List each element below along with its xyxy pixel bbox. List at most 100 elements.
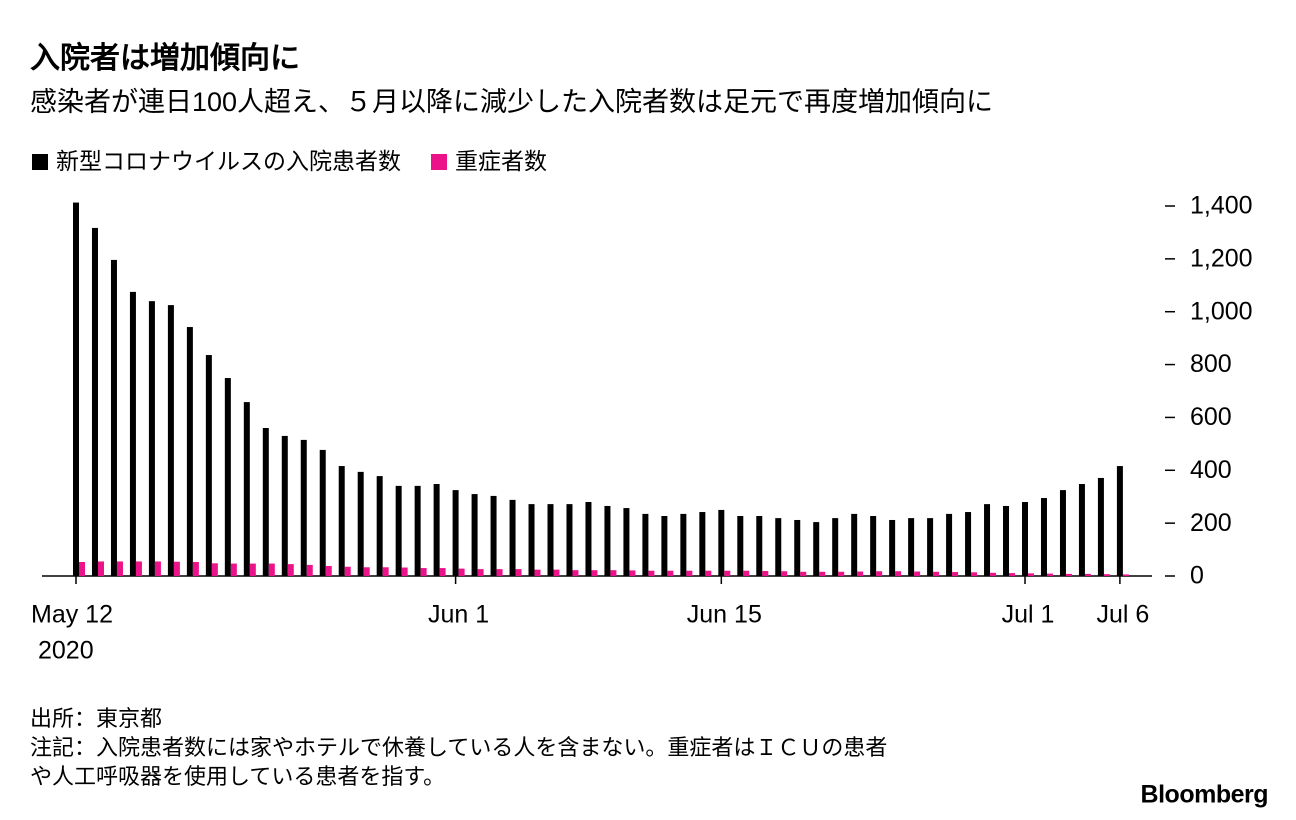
legend-label: 新型コロナウイルスの入院患者数 bbox=[56, 148, 401, 174]
legend-swatch bbox=[32, 154, 48, 170]
bar bbox=[762, 570, 769, 576]
y-tick-label: 0 bbox=[1190, 562, 1204, 590]
bar bbox=[414, 485, 421, 576]
bar bbox=[775, 518, 782, 576]
bar bbox=[211, 563, 218, 576]
bar bbox=[876, 571, 883, 576]
bar bbox=[1078, 484, 1085, 576]
bar bbox=[230, 563, 237, 576]
source-note: 出所：東京都 bbox=[30, 706, 162, 731]
bar bbox=[338, 466, 345, 576]
bar bbox=[870, 516, 877, 576]
bar bbox=[819, 571, 826, 576]
bar bbox=[629, 570, 636, 576]
bar bbox=[243, 402, 250, 576]
bar bbox=[1046, 573, 1053, 576]
bar bbox=[1028, 573, 1034, 576]
bar bbox=[395, 485, 402, 576]
bar bbox=[224, 378, 231, 576]
bar bbox=[946, 513, 953, 576]
chart-subtitle: 感染者が連日100人超え、５月以降に減少した入院者数は足元で再度増加傾向に bbox=[30, 87, 993, 117]
bar bbox=[382, 567, 389, 576]
bar bbox=[686, 570, 693, 576]
bar bbox=[420, 568, 427, 576]
bar bbox=[148, 301, 155, 576]
bar bbox=[376, 476, 383, 576]
bar bbox=[1040, 498, 1047, 576]
bar bbox=[1009, 573, 1016, 576]
bar bbox=[623, 508, 630, 576]
note: 注記：入院患者数には家やホテルで休養している人を含まない。重症者はＩＣＵの患者 bbox=[30, 735, 887, 760]
bar bbox=[325, 565, 332, 576]
bar bbox=[813, 522, 820, 576]
bar bbox=[287, 564, 294, 576]
bar bbox=[433, 484, 440, 576]
bar bbox=[319, 449, 326, 576]
bar bbox=[737, 516, 744, 576]
bar bbox=[566, 504, 573, 576]
x-tick-label: Jun 1 bbox=[428, 601, 489, 629]
bar bbox=[604, 505, 611, 576]
y-tick-label: 1,200 bbox=[1190, 244, 1253, 272]
bar bbox=[300, 439, 307, 576]
bar bbox=[1103, 574, 1110, 576]
bar bbox=[173, 561, 180, 576]
bar bbox=[547, 504, 554, 576]
bar bbox=[477, 569, 484, 576]
bar bbox=[192, 561, 199, 576]
y-tick-label: 600 bbox=[1190, 403, 1232, 431]
bar bbox=[965, 512, 972, 576]
bar bbox=[135, 561, 142, 576]
bar bbox=[756, 516, 763, 576]
bar bbox=[167, 305, 174, 576]
bar bbox=[91, 227, 98, 576]
bar bbox=[1097, 477, 1104, 576]
y-tick-label: 200 bbox=[1190, 509, 1232, 537]
bar bbox=[908, 518, 915, 576]
bar bbox=[110, 259, 117, 576]
bar bbox=[116, 561, 123, 576]
bar bbox=[990, 572, 997, 576]
bar bbox=[471, 494, 478, 576]
bar bbox=[1003, 505, 1010, 576]
bar bbox=[832, 518, 839, 576]
bar bbox=[661, 516, 668, 576]
x-year-label: 2020 bbox=[38, 637, 94, 665]
bar bbox=[952, 572, 959, 576]
bar bbox=[553, 569, 560, 576]
bar bbox=[572, 570, 579, 576]
bar bbox=[705, 570, 712, 576]
bar bbox=[743, 570, 750, 576]
x-tick-label: Jul 1 bbox=[1002, 601, 1055, 629]
bar bbox=[699, 512, 706, 576]
bar bbox=[1116, 466, 1123, 576]
bar bbox=[781, 571, 788, 576]
note: や人工呼吸器を使用している患者を指す。 bbox=[30, 764, 445, 789]
bar bbox=[186, 327, 193, 576]
bar bbox=[914, 571, 921, 576]
bar bbox=[648, 570, 655, 576]
bar bbox=[1084, 573, 1091, 576]
bar bbox=[205, 355, 212, 576]
bar bbox=[439, 568, 446, 576]
bar bbox=[718, 509, 725, 576]
bar bbox=[667, 570, 674, 576]
bar bbox=[281, 435, 288, 576]
bar bbox=[984, 504, 991, 576]
bar bbox=[306, 564, 313, 576]
bar bbox=[895, 571, 902, 576]
chart-title: 入院者は増加傾向に bbox=[30, 41, 300, 75]
bar bbox=[591, 570, 598, 576]
y-tick-label: 1,000 bbox=[1190, 297, 1253, 325]
bar bbox=[585, 502, 592, 576]
bar bbox=[534, 569, 541, 576]
bar bbox=[800, 571, 807, 576]
bar bbox=[610, 570, 617, 576]
bar bbox=[154, 561, 161, 576]
bar bbox=[129, 291, 136, 576]
bar bbox=[642, 513, 649, 576]
bar bbox=[509, 499, 516, 576]
bar bbox=[528, 504, 535, 576]
bar bbox=[1122, 574, 1129, 576]
